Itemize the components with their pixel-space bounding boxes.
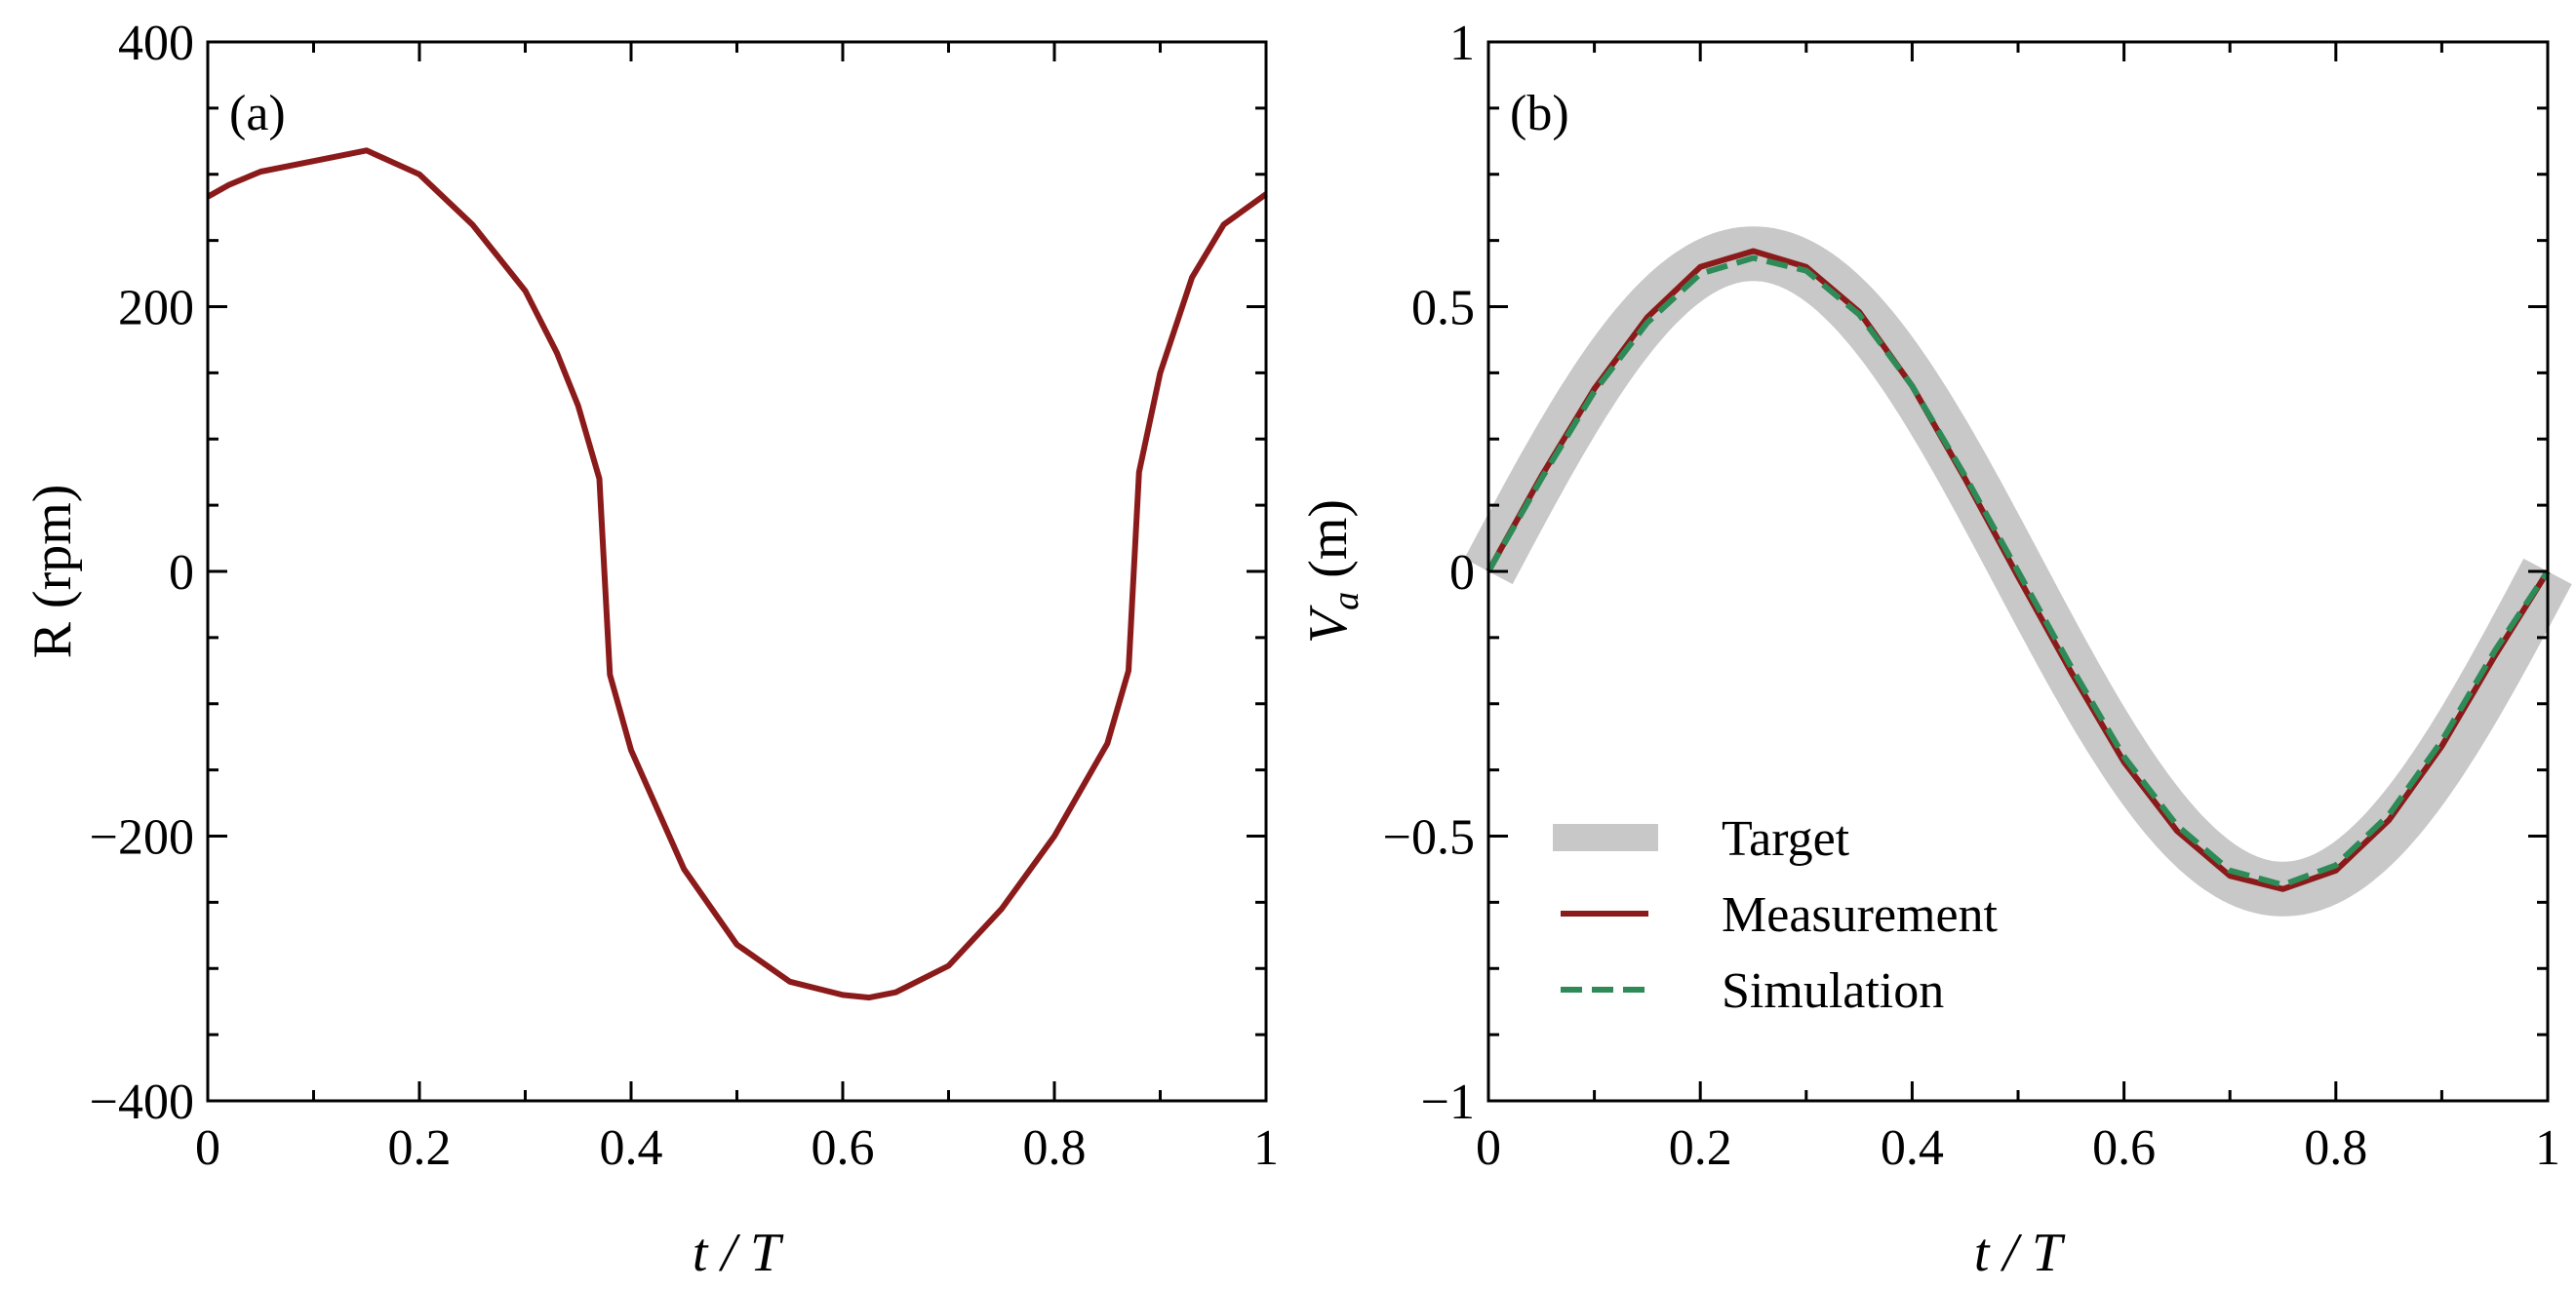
panel-b-legend: Target Measurement Simulation: [1553, 811, 1999, 1019]
panel-b-xtick-label: 0.6: [2092, 1120, 2156, 1176]
panel-a-series-r: [206, 147, 1268, 1001]
panel-a-xlabel: t / T: [693, 1223, 784, 1283]
legend-label-simulation: Simulation: [1722, 963, 1944, 1019]
panel-a-xtick-label: 0.4: [600, 1120, 663, 1176]
panel-a-tag: (a): [229, 86, 286, 141]
panel-b-ylabel-subscript: a: [1326, 592, 1367, 610]
panel-b-xtick-label: 1: [2535, 1120, 2560, 1176]
panel-a-ytick-label: 0: [169, 545, 194, 601]
panel-b-ylabel-unit: (m): [1298, 499, 1359, 578]
panel-a-ylabel: R (rpm): [22, 485, 83, 659]
panel-a-ytick-label: 200: [118, 281, 194, 336]
panel-b-tag: (b): [1510, 86, 1569, 141]
panel-b-ylabel: Va (m): [1298, 499, 1367, 644]
panel-b-ticks: [1486, 40, 2550, 1103]
panel-b-xtick-label: 0.2: [1669, 1120, 1732, 1176]
panel-b-chart: 0 0.2 0.4 0.6 0.8 1 −1 −0.5 0 0.5 1 (b) t / T Va (m…: [1298, 16, 2572, 1283]
panel-a-ytick-label: −200: [90, 810, 194, 866]
panel-a-xtick-label: 0.8: [1023, 1120, 1087, 1176]
panel-b-xtick-label: 0: [1476, 1120, 1501, 1176]
panel-a-tick-labels: 0 0.2 0.4 0.6 0.8 1 −400 −200 0 200 400: [90, 16, 1279, 1176]
panel-a-plot-area: [206, 147, 1268, 1001]
panel-b-xtick-label: 0.4: [1881, 1120, 1944, 1176]
panel-a-ytick-label: −400: [90, 1075, 194, 1130]
panel-a-xtick-label: 0.6: [812, 1120, 875, 1176]
panel-b-ytick-label: 0.5: [1411, 281, 1475, 336]
legend-label-measurement: Measurement: [1722, 887, 1999, 943]
panel-b-ytick-label: −0.5: [1383, 810, 1475, 866]
panel-b-ytick-label: −1: [1421, 1075, 1475, 1130]
panel-b-plot-area: [1464, 226, 2572, 917]
panel-b-xlabel: t / T: [1974, 1223, 2066, 1283]
panel-a-ticks: [206, 40, 1268, 1103]
panel-b-ytick-label: 1: [1449, 16, 1475, 71]
svg-text:Va(m): Va (m): [1298, 499, 1367, 644]
panel-a-ytick-label: 400: [118, 16, 194, 71]
panel-b-ytick-label: 0: [1449, 545, 1475, 601]
legend-label-target: Target: [1722, 811, 1850, 867]
panel-b-tick-labels: 0 0.2 0.4 0.6 0.8 1 −1 −0.5 0 0.5 1: [1383, 16, 2560, 1176]
panel-b-xtick-label: 0.8: [2304, 1120, 2367, 1176]
panel-a-xtick-label: 0.2: [388, 1120, 452, 1176]
panel-b-ylabel-symbol: V: [1298, 605, 1359, 644]
panel-a-xtick-label: 1: [1253, 1120, 1279, 1176]
panel-a-xtick-label: 0: [195, 1120, 220, 1176]
panel-b-series-simulation: [1486, 254, 2551, 888]
